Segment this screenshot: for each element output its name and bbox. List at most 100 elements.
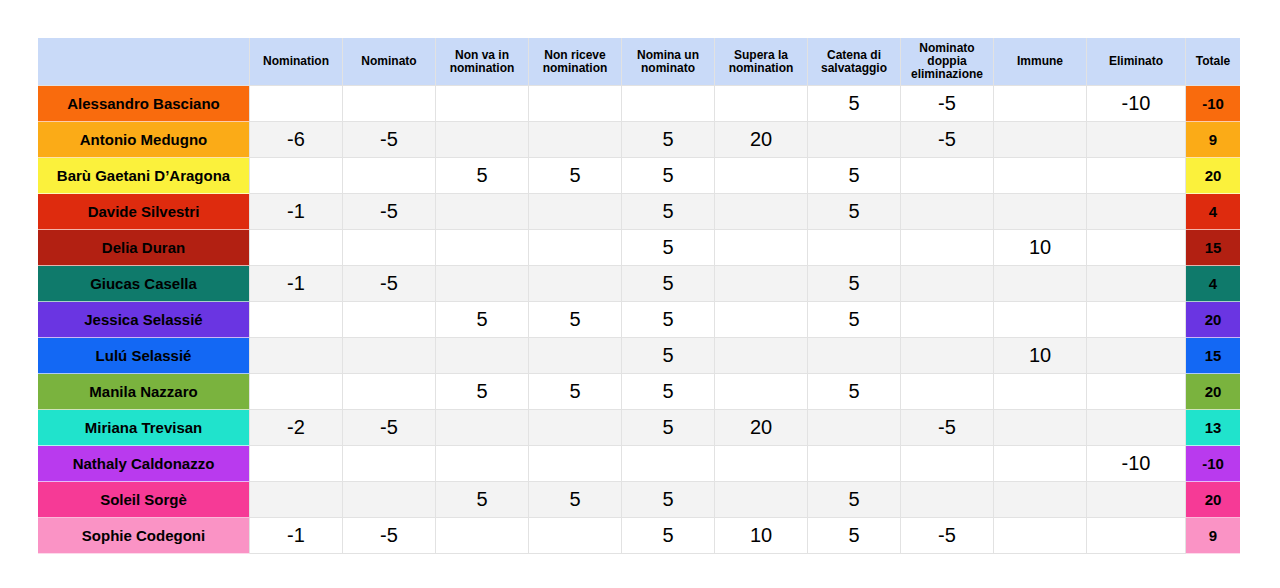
score-cell (715, 302, 808, 338)
score-cell: 10 (715, 518, 808, 554)
table-row: Barù Gaetani D’Aragona555520 (38, 158, 1240, 194)
total-cell: 4 (1186, 194, 1240, 230)
contestant-name: Sophie Codegoni (38, 518, 250, 554)
score-cell (715, 230, 808, 266)
score-cell: -5 (901, 410, 994, 446)
score-cell (343, 482, 436, 518)
score-cell: 5 (622, 482, 715, 518)
score-cell (1087, 518, 1186, 554)
score-cell (715, 266, 808, 302)
total-cell: 15 (1186, 230, 1240, 266)
contestant-name: Delia Duran (38, 230, 250, 266)
score-cell: 5 (436, 374, 529, 410)
score-cell: 5 (808, 266, 901, 302)
score-table: Nomination Nominato Non va in nomination… (38, 38, 1240, 554)
contestant-name: Barù Gaetani D’Aragona (38, 158, 250, 194)
score-cell (1087, 122, 1186, 158)
score-cell: 5 (436, 302, 529, 338)
score-cell (529, 266, 622, 302)
score-cell (250, 230, 343, 266)
score-cell (529, 194, 622, 230)
score-cell (994, 266, 1087, 302)
total-cell: 13 (1186, 410, 1240, 446)
table-row: Nathaly Caldonazzo-10-10 (38, 446, 1240, 482)
total-cell: 20 (1186, 302, 1240, 338)
score-cell (994, 446, 1087, 482)
total-cell: 15 (1186, 338, 1240, 374)
score-cell (529, 86, 622, 122)
score-cell: -10 (1087, 446, 1186, 482)
score-cell: 5 (808, 482, 901, 518)
total-cell: -10 (1186, 446, 1240, 482)
score-cell (250, 302, 343, 338)
score-cell (529, 230, 622, 266)
column-header-nomina-un-nominato: Nomina un nominato (622, 38, 715, 86)
table-row: Jessica Selassié555520 (38, 302, 1240, 338)
score-cell (901, 266, 994, 302)
score-cell: 5 (622, 374, 715, 410)
score-cell: -1 (250, 518, 343, 554)
score-cell (808, 230, 901, 266)
score-cell: 20 (715, 122, 808, 158)
table-row: Lulú Selassié51015 (38, 338, 1240, 374)
table-row: Alessandro Basciano5-5-10-10 (38, 86, 1240, 122)
contestant-name: Antonio Medugno (38, 122, 250, 158)
score-cell (808, 446, 901, 482)
score-cell (529, 122, 622, 158)
score-cell (808, 338, 901, 374)
table-row: Giucas Casella-1-5554 (38, 266, 1240, 302)
contestant-name: Soleil Sorgè (38, 482, 250, 518)
score-cell (436, 194, 529, 230)
score-cell (901, 302, 994, 338)
score-cell (1087, 374, 1186, 410)
score-cell: 5 (808, 86, 901, 122)
score-cell: -1 (250, 194, 343, 230)
column-header-non-va-in-nomination: Non va in nomination (436, 38, 529, 86)
score-cell (808, 410, 901, 446)
score-cell: -5 (901, 86, 994, 122)
score-cell (715, 482, 808, 518)
score-cell (1087, 194, 1186, 230)
score-cell (994, 410, 1087, 446)
total-cell: 9 (1186, 122, 1240, 158)
score-cell (901, 338, 994, 374)
score-cell: 5 (529, 158, 622, 194)
score-cell (343, 86, 436, 122)
score-cell: 5 (622, 158, 715, 194)
score-cell: 5 (436, 158, 529, 194)
score-cell (250, 482, 343, 518)
score-cell: -5 (901, 122, 994, 158)
score-cell (994, 302, 1087, 338)
score-cell: 5 (622, 302, 715, 338)
total-cell: 4 (1186, 266, 1240, 302)
score-cell: -1 (250, 266, 343, 302)
score-cell (994, 194, 1087, 230)
score-cell (715, 86, 808, 122)
score-cell: -6 (250, 122, 343, 158)
score-cell: 5 (529, 302, 622, 338)
column-header-supera-la-nomination: Supera la nomination (715, 38, 808, 86)
score-cell (901, 194, 994, 230)
total-cell: -10 (1186, 86, 1240, 122)
score-cell: 5 (622, 338, 715, 374)
score-cell (250, 338, 343, 374)
column-header-nominato: Nominato (343, 38, 436, 86)
score-cell (1087, 230, 1186, 266)
header-row: Nomination Nominato Non va in nomination… (38, 38, 1240, 86)
total-cell: 9 (1186, 518, 1240, 554)
score-cell (901, 158, 994, 194)
score-cell: 5 (808, 518, 901, 554)
column-header-catena-di-salvataggio: Catena di salvataggio (808, 38, 901, 86)
contestant-name: Alessandro Basciano (38, 86, 250, 122)
score-table-container: Nomination Nominato Non va in nomination… (38, 38, 1240, 554)
contestant-name: Davide Silvestri (38, 194, 250, 230)
score-cell: 5 (808, 374, 901, 410)
score-cell: -2 (250, 410, 343, 446)
score-cell (1087, 482, 1186, 518)
total-cell: 20 (1186, 158, 1240, 194)
score-cell: 10 (994, 230, 1087, 266)
score-cell (901, 374, 994, 410)
score-cell (994, 374, 1087, 410)
table-row: Manila Nazzaro555520 (38, 374, 1240, 410)
column-header-non-riceve-nomination: Non riceve nomination (529, 38, 622, 86)
